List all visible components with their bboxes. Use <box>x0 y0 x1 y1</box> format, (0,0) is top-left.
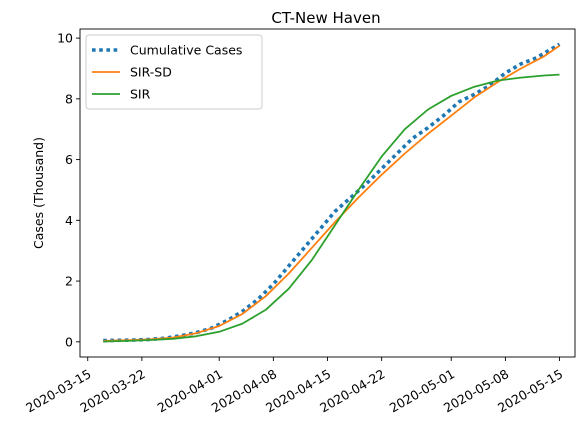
y-tick-label: 10 <box>57 31 73 46</box>
y-axis: 0 2 4 6 8 10 <box>57 31 80 349</box>
series-line-sir-sd <box>103 44 561 342</box>
legend-label: Cumulative Cases <box>130 43 242 58</box>
chart-title: CT-New Haven <box>271 9 380 27</box>
series-line-cumulative-cases <box>103 42 561 343</box>
y-tick-label: 4 <box>65 213 73 228</box>
y-tick-label: 8 <box>65 91 73 106</box>
legend-box <box>85 34 263 110</box>
y-tick-label: 0 <box>65 334 73 349</box>
plot-area <box>103 42 561 343</box>
legend-label: SIR-SD <box>130 65 172 80</box>
legend-label: SIR <box>130 87 151 102</box>
legend: Cumulative Cases SIR-SD SIR <box>85 34 263 110</box>
series-line-sir <box>103 73 560 343</box>
y-axis-label: Cases (Thousand) <box>31 137 46 249</box>
y-tick-label: 2 <box>65 274 73 289</box>
y-tick-label: 6 <box>65 152 73 167</box>
